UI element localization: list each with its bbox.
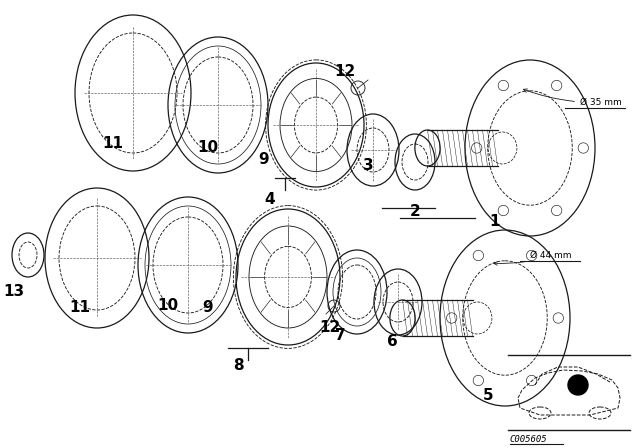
Text: C005605: C005605 [510, 435, 548, 444]
Text: 5: 5 [483, 388, 493, 402]
Text: 10: 10 [157, 297, 179, 313]
Text: 12: 12 [334, 65, 356, 79]
Text: 13: 13 [3, 284, 24, 300]
Text: 2: 2 [410, 204, 420, 220]
Text: 11: 11 [102, 135, 124, 151]
Circle shape [568, 375, 588, 395]
Text: Ø 35 mm: Ø 35 mm [524, 89, 621, 107]
Text: 11: 11 [70, 301, 90, 315]
Text: 7: 7 [335, 327, 346, 343]
Text: 9: 9 [203, 301, 213, 315]
Text: 8: 8 [233, 358, 243, 372]
Text: 6: 6 [387, 335, 397, 349]
Text: 3: 3 [363, 158, 373, 172]
Text: 9: 9 [259, 152, 269, 168]
Text: 1: 1 [490, 215, 500, 229]
Text: Ø 44 mm: Ø 44 mm [493, 251, 572, 265]
Text: 10: 10 [197, 141, 219, 155]
Text: 4: 4 [265, 193, 275, 207]
Text: 12: 12 [319, 320, 340, 336]
